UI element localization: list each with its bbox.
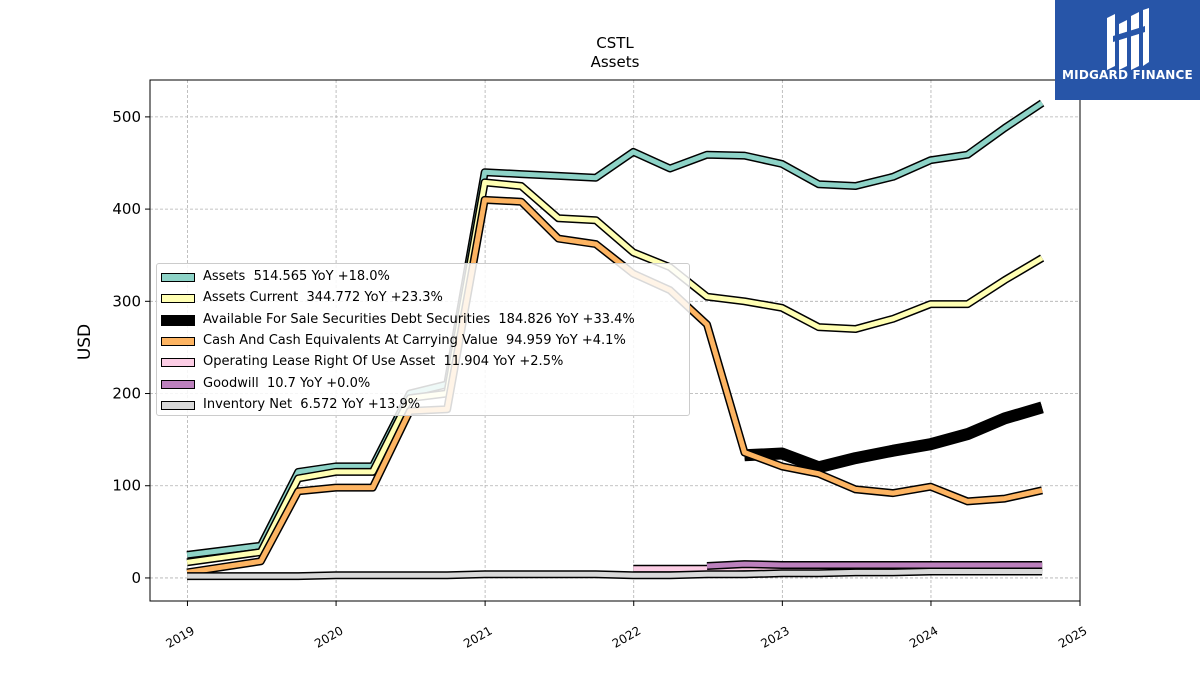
series-line-0 bbox=[186, 101, 1044, 558]
legend-swatch bbox=[161, 273, 195, 282]
x-tick-label: 2023 bbox=[758, 623, 791, 650]
legend-swatch bbox=[161, 400, 195, 410]
logo-mark-icon bbox=[1107, 8, 1149, 70]
legend-label: Goodwill 10.7 YoY +0.0% bbox=[203, 375, 371, 391]
chart-title: CSTL bbox=[596, 34, 634, 52]
x-tick-label: 2024 bbox=[907, 623, 940, 650]
legend-item: Operating Lease Right Of Use Asset 11.90… bbox=[157, 353, 689, 373]
brand-logo: MIDGARD FINANCE bbox=[1055, 0, 1200, 100]
series-line-2 bbox=[744, 403, 1044, 472]
x-tick-label: 2022 bbox=[610, 623, 643, 650]
plot-frame bbox=[149, 79, 1081, 602]
legend-label: Available For Sale Securities Debt Secur… bbox=[203, 311, 635, 327]
legend-item: Assets Current 344.772 YoY +23.3% bbox=[157, 289, 689, 309]
legend-label: Assets 514.565 YoY +18.0% bbox=[203, 269, 390, 284]
chart-subtitle: Assets bbox=[591, 53, 640, 71]
y-tick-label: 100 bbox=[112, 477, 141, 495]
series-line-5 bbox=[706, 561, 1043, 569]
y-tick-label: 0 bbox=[131, 569, 141, 587]
legend-label: Assets Current 344.772 YoY +23.3% bbox=[203, 290, 443, 306]
legend-swatch bbox=[161, 294, 195, 304]
chart-legend: Assets 514.565 YoY +18.0% Assets Current … bbox=[156, 263, 690, 416]
logo-text: MIDGARD FINANCE bbox=[1062, 68, 1193, 82]
legend-label: Cash And Cash Equivalents At Carrying Va… bbox=[203, 332, 626, 348]
x-tick-label: 2019 bbox=[164, 623, 197, 650]
x-tick-label: 2020 bbox=[312, 623, 345, 650]
legend-item: Cash And Cash Equivalents At Carrying Va… bbox=[157, 332, 689, 352]
legend-label: Inventory Net 6.572 YoY +13.9% bbox=[203, 396, 421, 412]
legend-swatch bbox=[161, 336, 195, 346]
y-tick-label: 200 bbox=[112, 385, 141, 403]
legend-item: Assets 514.565 YoY +18.0% bbox=[157, 268, 689, 288]
y-axis-label: USD bbox=[75, 324, 95, 360]
legend-item: Inventory Net 6.572 YoY +13.9% bbox=[157, 396, 689, 416]
series-line-6 bbox=[187, 569, 1043, 579]
x-tick-label: 2021 bbox=[461, 623, 494, 650]
legend-swatch bbox=[161, 314, 195, 326]
legend-item: Available For Sale Securities Debt Secur… bbox=[157, 311, 689, 331]
y-tick-label: 500 bbox=[112, 108, 141, 126]
legend-swatch bbox=[161, 358, 195, 368]
y-tick-label: 300 bbox=[112, 292, 141, 310]
x-tick-label: 2025 bbox=[1056, 623, 1089, 650]
legend-swatch bbox=[161, 379, 195, 389]
y-tick-label: 400 bbox=[112, 200, 141, 218]
series-line-1 bbox=[186, 179, 1044, 565]
legend-item: Goodwill 10.7 YoY +0.0% bbox=[157, 375, 689, 395]
legend-label: Operating Lease Right Of Use Asset 11.90… bbox=[203, 354, 564, 370]
